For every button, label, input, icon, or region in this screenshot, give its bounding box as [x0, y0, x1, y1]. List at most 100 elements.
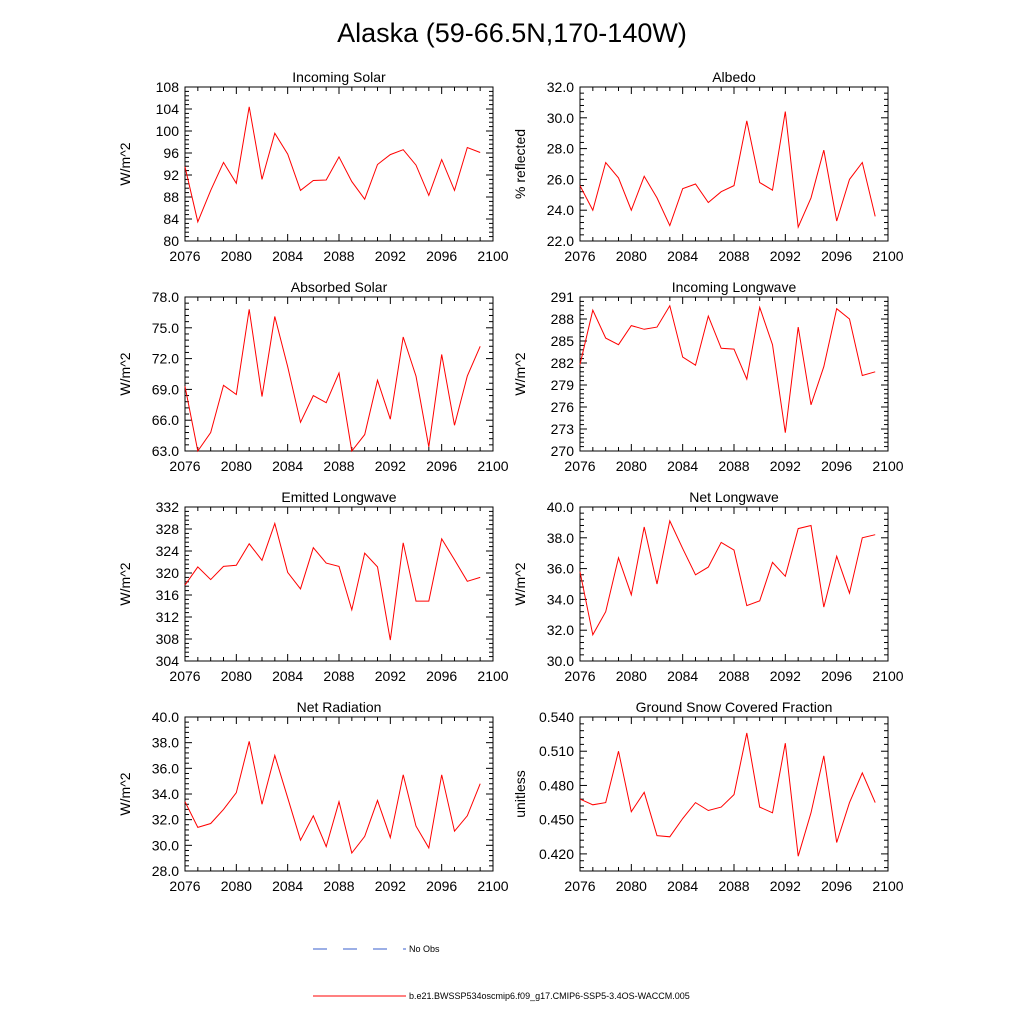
legend-obs-label: No Obs — [409, 944, 440, 954]
x-tick-label: 2096 — [821, 458, 852, 474]
chart-title: Net Longwave — [689, 489, 779, 505]
y-tick-label: 0.480 — [539, 777, 574, 793]
x-tick-label: 2100 — [872, 248, 903, 264]
y-tick-label: 66.0 — [152, 412, 179, 428]
x-tick-label: 2100 — [872, 458, 903, 474]
y-tick-label: 63.0 — [152, 443, 179, 459]
plot-frame — [579, 506, 889, 662]
x-tick-label: 2092 — [375, 458, 406, 474]
plot-frame — [184, 86, 494, 242]
x-tick-label: 2092 — [770, 878, 801, 894]
chart-panel-4: Incoming Longwave W/m^2 2076 2080 2084 2088 20… — [512, 279, 904, 474]
y-tick-label: 30.0 — [547, 110, 574, 126]
x-tick-label: 2100 — [477, 458, 508, 474]
y-tick-label: 100 — [156, 123, 180, 139]
x-tick-label: 2088 — [323, 248, 354, 264]
x-tick-label: 2076 — [564, 668, 595, 684]
x-tick-label: 2084 — [667, 668, 698, 684]
series-line — [579, 732, 876, 857]
chart-panel-8: Ground Snow Covered Fraction unitless 2076… — [512, 699, 904, 894]
y-tick-label: 273 — [551, 421, 575, 437]
y-tick-label: 28.0 — [152, 863, 179, 879]
y-tick-label: 285 — [551, 333, 575, 349]
x-tick-label: 2076 — [564, 878, 595, 894]
x-tick-label: 2076 — [564, 248, 595, 264]
y-tick-label: 36.0 — [152, 760, 179, 776]
x-tick-label: 2076 — [564, 458, 595, 474]
y-tick-label: 32.0 — [547, 79, 574, 95]
x-tick-label: 2076 — [169, 878, 200, 894]
y-tick-label: 320 — [156, 565, 180, 581]
x-tick-label: 2076 — [169, 458, 200, 474]
y-tick-label: 282 — [551, 355, 575, 371]
y-tick-label: 104 — [156, 101, 180, 117]
x-tick-label: 2100 — [872, 668, 903, 684]
x-tick-label: 2084 — [272, 878, 303, 894]
x-tick-label: 2100 — [477, 878, 508, 894]
x-tick-label: 2088 — [718, 878, 749, 894]
y-tick-label: 108 — [156, 79, 180, 95]
x-tick-label: 2088 — [323, 458, 354, 474]
y-tick-label: 34.0 — [152, 786, 179, 802]
y-tick-label: 69.0 — [152, 381, 179, 397]
y-tick-label: 32.0 — [547, 622, 574, 638]
x-tick-label: 2100 — [477, 668, 508, 684]
x-tick-label: 2096 — [426, 878, 457, 894]
y-axis-label: W/m^2 — [117, 772, 133, 815]
x-tick-label: 2096 — [426, 248, 457, 264]
series-line — [184, 741, 481, 855]
y-tick-label: 26.0 — [547, 171, 574, 187]
chart-panel-6: Net Longwave W/m^2 2076 2080 2084 2088 2092 209… — [512, 489, 904, 684]
x-tick-label: 2084 — [667, 248, 698, 264]
chart-title: Ground Snow Covered Fraction — [636, 699, 833, 715]
y-tick-label: 270 — [551, 443, 575, 459]
x-tick-label: 2080 — [221, 458, 252, 474]
x-tick-label: 2080 — [221, 248, 252, 264]
legend-model-label: b.e21.BWSSP534oscmip6.f09_g17.CMIP6-SSP5… — [409, 991, 690, 1001]
y-tick-label: 96 — [163, 145, 179, 161]
x-tick-label: 2084 — [272, 458, 303, 474]
chart-panel-3: Absorbed Solar W/m^2 2076 2080 2084 2088 2092 2… — [117, 279, 509, 474]
x-tick-label: 2092 — [375, 248, 406, 264]
y-tick-label: 72.0 — [152, 351, 179, 367]
y-tick-label: 0.540 — [539, 709, 574, 725]
y-tick-label: 304 — [156, 653, 180, 669]
plot-frame — [184, 716, 494, 872]
chart-title: Absorbed Solar — [291, 279, 388, 295]
y-axis-label: unitless — [512, 770, 528, 817]
chart-title: Incoming Longwave — [672, 279, 797, 295]
x-tick-label: 2084 — [667, 878, 698, 894]
series-line — [184, 309, 481, 453]
y-axis-label: % reflected — [512, 129, 528, 199]
y-tick-label: 316 — [156, 587, 180, 603]
plot-frame — [579, 86, 889, 242]
y-tick-label: 34.0 — [547, 591, 574, 607]
y-tick-label: 30.0 — [547, 653, 574, 669]
series-line — [579, 519, 876, 637]
y-tick-label: 332 — [156, 499, 180, 515]
y-axis-label: W/m^2 — [117, 562, 133, 605]
y-tick-label: 279 — [551, 377, 575, 393]
x-tick-label: 2088 — [718, 668, 749, 684]
y-tick-label: 288 — [551, 311, 575, 327]
x-tick-label: 2100 — [872, 878, 903, 894]
chart-title: Albedo — [712, 69, 756, 85]
x-tick-label: 2092 — [770, 248, 801, 264]
x-tick-label: 2080 — [616, 878, 647, 894]
x-tick-label: 2088 — [718, 458, 749, 474]
y-tick-label: 40.0 — [547, 499, 574, 515]
y-tick-label: 0.510 — [539, 743, 574, 759]
y-tick-label: 308 — [156, 631, 180, 647]
x-tick-label: 2092 — [375, 878, 406, 894]
x-tick-label: 2092 — [770, 668, 801, 684]
x-tick-label: 2096 — [426, 668, 457, 684]
y-tick-label: 75.0 — [152, 320, 179, 336]
y-axis-label: W/m^2 — [512, 562, 528, 605]
x-tick-label: 2080 — [616, 248, 647, 264]
y-tick-label: 291 — [551, 289, 575, 305]
series-line — [579, 111, 876, 230]
x-tick-label: 2084 — [272, 248, 303, 264]
x-tick-label: 2092 — [375, 668, 406, 684]
chart-panel-1: Incoming Solar W/m^2 2076 2080 2084 2088 2092 2… — [117, 69, 509, 264]
